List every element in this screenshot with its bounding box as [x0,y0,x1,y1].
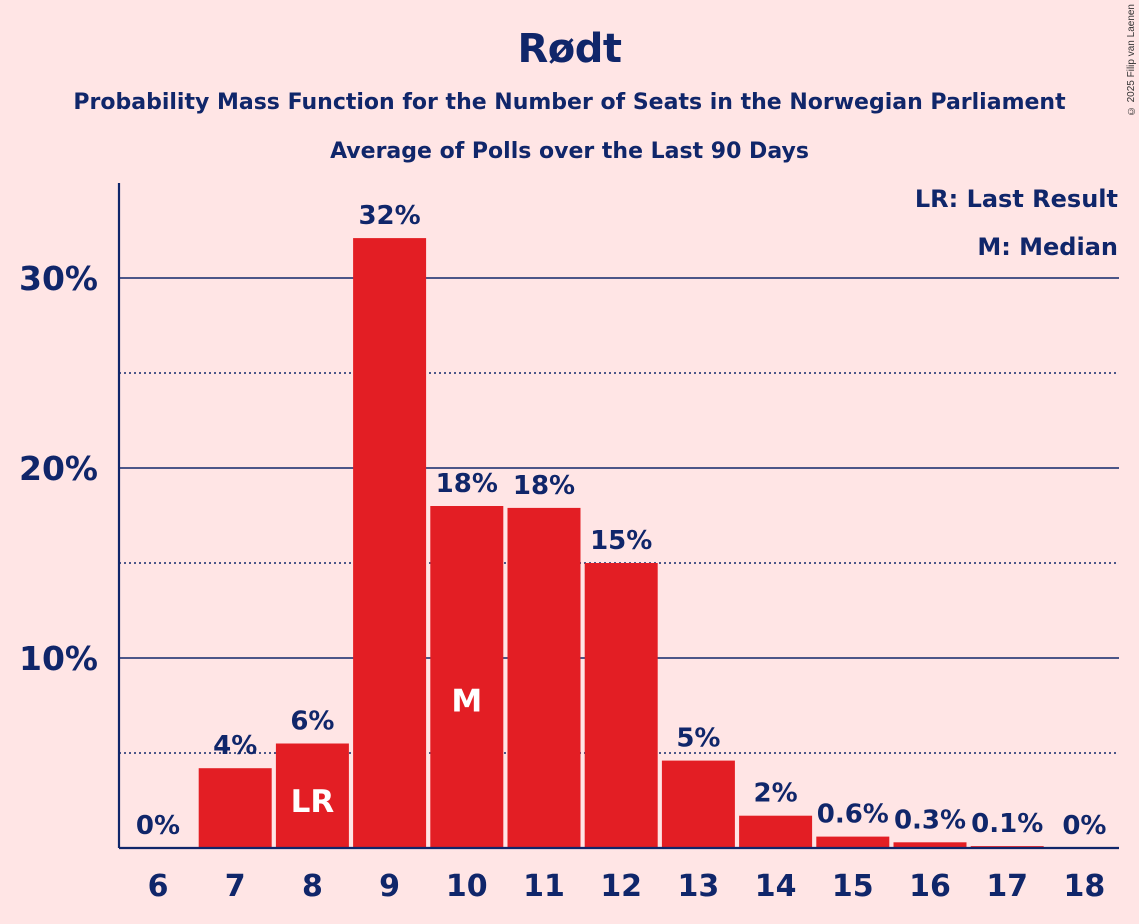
x-tick-label: 7 [225,869,246,904]
x-tick-label: 6 [148,869,169,904]
data-label: 32% [358,201,420,231]
x-tick-label: 17 [986,869,1028,904]
y-tick-label: 20% [19,449,98,488]
x-tick-label: 10 [446,869,488,904]
data-label: 2% [754,779,798,809]
y-tick-label: 10% [19,639,98,678]
median-mark: M [451,684,482,720]
x-tick-label: 9 [379,869,400,904]
bar [816,836,890,848]
bar [353,238,427,849]
x-tick-label: 14 [755,869,797,904]
legend-last-result: LR: Last Result [914,185,1118,213]
x-tick-label: 12 [600,869,642,904]
data-label: 15% [590,526,652,556]
data-label: 0.1% [971,809,1043,839]
x-tick-label: 8 [302,869,323,904]
bar [661,760,735,848]
bar [275,743,349,848]
x-tick-label: 15 [832,869,874,904]
chart-subtitle-2: Average of Polls over the Last 90 Days [330,139,809,164]
data-label: 5% [676,724,720,754]
bar [198,768,272,848]
last-result-mark: LR [291,784,335,820]
data-label: 0% [136,811,180,841]
bar [430,506,504,848]
x-tick-label: 18 [1064,869,1106,904]
data-label: 6% [290,707,334,737]
chart-subtitle: Probability Mass Function for the Number… [73,90,1066,115]
x-tick-label: 16 [909,869,951,904]
data-label: 0% [1062,811,1106,841]
data-label: 18% [436,469,498,499]
x-tick-label: 11 [523,869,565,904]
legend-median: M: Median [977,233,1118,261]
x-tick-label: 13 [678,869,720,904]
data-label: 0.3% [894,805,966,835]
bar [507,507,581,848]
bar [584,563,658,848]
data-label: 0.6% [817,800,889,830]
data-label: 18% [513,471,575,501]
bar [739,815,813,848]
chart-title: Rødt [517,26,622,72]
bar [893,842,967,848]
data-label: 4% [213,731,257,761]
y-tick-label: 30% [19,259,98,298]
